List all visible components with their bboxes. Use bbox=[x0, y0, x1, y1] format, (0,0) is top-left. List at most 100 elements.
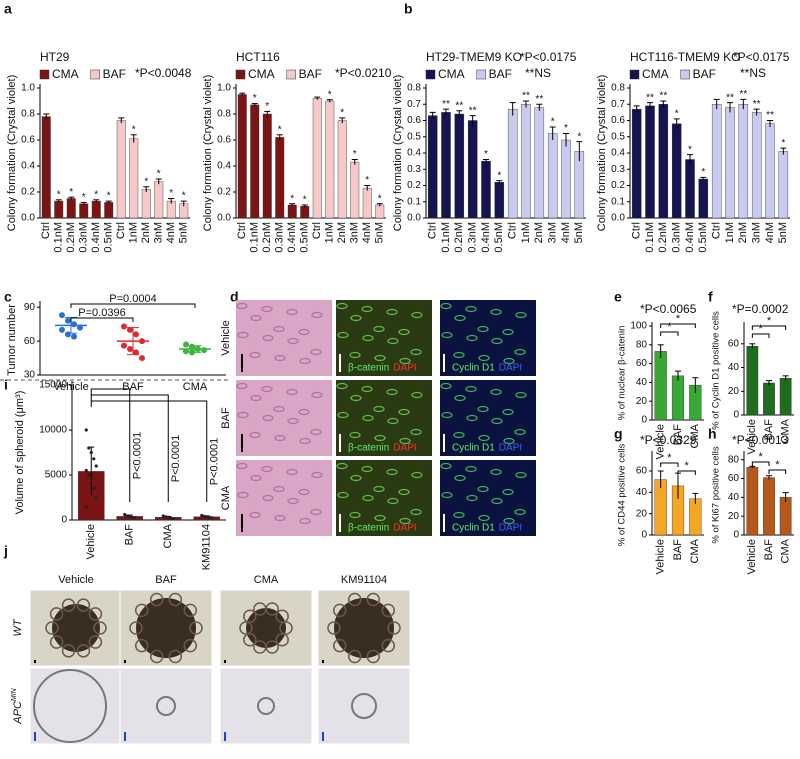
chart-title: HCT116-TMEM9 KO bbox=[630, 50, 740, 64]
tissue-texture bbox=[374, 434, 386, 442]
tissue-texture bbox=[273, 325, 285, 333]
bar bbox=[154, 181, 164, 219]
tissue-texture bbox=[466, 334, 478, 342]
bar bbox=[685, 159, 695, 219]
y-tick-label: 20 bbox=[636, 396, 648, 407]
x-tick-label: 0.4nM bbox=[684, 222, 696, 253]
tissue-texture bbox=[466, 494, 478, 502]
significance: * bbox=[132, 124, 136, 135]
bar bbox=[654, 351, 667, 421]
tissue-texture bbox=[237, 331, 249, 339]
panel-letter: g bbox=[614, 426, 623, 442]
x-tick-label: Vehicle bbox=[746, 419, 758, 454]
y-tick-label: 0.1 bbox=[611, 196, 625, 207]
legend-label: BAF bbox=[489, 67, 512, 81]
organoid-bud bbox=[183, 603, 198, 618]
bar bbox=[79, 203, 89, 219]
tissue-texture bbox=[336, 382, 348, 390]
tissue-texture bbox=[337, 491, 349, 499]
y-tick-label: 60 bbox=[728, 473, 740, 484]
x-tick-label: 3nM bbox=[153, 222, 165, 243]
bar bbox=[250, 104, 260, 219]
data-point bbox=[210, 516, 214, 520]
y-axis-label: Colony formation (Crystal violet) bbox=[392, 75, 404, 232]
organoid-bud bbox=[76, 644, 91, 658]
data-point bbox=[123, 513, 127, 517]
organoid-bud bbox=[149, 649, 164, 664]
significance: ** bbox=[766, 110, 774, 121]
x-tick-label: 4nM bbox=[165, 222, 177, 243]
tissue-texture bbox=[454, 394, 466, 402]
tissue-texture bbox=[411, 391, 423, 399]
x-tick-label: CMA bbox=[183, 381, 208, 393]
x-tick-label: BAF bbox=[122, 381, 144, 393]
chart-title: HCT116 bbox=[236, 50, 280, 64]
data-point bbox=[71, 321, 77, 328]
y-tick-label: 1.0 bbox=[217, 83, 231, 94]
spheroid bbox=[351, 693, 377, 719]
y-tick-label: 100 bbox=[630, 321, 647, 332]
x-tick-label: Vehicle bbox=[655, 424, 667, 459]
micrograph bbox=[236, 380, 332, 456]
x-tick-label: 1nM bbox=[324, 222, 336, 243]
x-tick-label: 0.4nM bbox=[286, 222, 298, 253]
y-tick-label: 30 bbox=[24, 370, 36, 381]
significance: * bbox=[378, 193, 382, 204]
tissue-texture bbox=[440, 462, 452, 470]
tissue-texture bbox=[361, 305, 373, 313]
tissue-texture bbox=[410, 508, 422, 516]
organoid-bud bbox=[332, 603, 347, 618]
tissue-texture bbox=[273, 405, 285, 413]
data-point bbox=[200, 513, 204, 518]
significance: * bbox=[94, 189, 98, 200]
organoid-bud bbox=[88, 635, 103, 649]
tissue-texture bbox=[337, 411, 349, 419]
organoid bbox=[52, 604, 100, 652]
bar bbox=[746, 467, 759, 536]
panel-letter: e bbox=[614, 289, 622, 305]
tissue-texture bbox=[349, 351, 361, 359]
y-tick-label: 0.5 bbox=[407, 131, 421, 142]
tissue-texture bbox=[399, 357, 411, 365]
x-tick-label: KM91104 bbox=[201, 524, 213, 570]
tissue-texture bbox=[298, 408, 310, 416]
bar bbox=[262, 113, 272, 219]
y-axis-label: Colony formation (Crystal violet) bbox=[596, 75, 608, 232]
tissue-texture bbox=[298, 488, 310, 496]
significance: * bbox=[169, 188, 173, 199]
significance: ** bbox=[522, 91, 530, 102]
tissue-texture bbox=[398, 488, 410, 496]
organoid-bud bbox=[183, 638, 198, 653]
bar bbox=[41, 116, 51, 219]
tissue-texture bbox=[237, 491, 249, 499]
x-tick-label: 0.1nM bbox=[644, 222, 656, 253]
annotation: *P<0.0175 bbox=[733, 50, 790, 64]
panel-letter: i bbox=[4, 377, 8, 393]
tissue-texture bbox=[287, 497, 299, 505]
data-point bbox=[89, 450, 93, 455]
y-tick-label: 0.0 bbox=[407, 213, 421, 224]
x-tick-label: 0.3nM bbox=[467, 222, 479, 253]
micrograph bbox=[236, 460, 332, 536]
tissue-texture bbox=[478, 354, 490, 362]
tissue-texture bbox=[477, 325, 489, 333]
tissue-texture bbox=[350, 394, 362, 402]
annotation: *P<0.0329 bbox=[640, 433, 697, 447]
tissue-texture bbox=[250, 314, 262, 322]
micrograph bbox=[119, 667, 213, 745]
legend-swatch bbox=[235, 69, 246, 80]
tissue-texture bbox=[399, 517, 411, 525]
y-tick-label: 0.7 bbox=[611, 99, 625, 110]
stain-label: DAPI bbox=[393, 443, 416, 454]
legend-swatch bbox=[39, 69, 50, 80]
tissue-texture bbox=[503, 357, 515, 365]
tissue-texture bbox=[514, 428, 526, 436]
tissue-texture bbox=[262, 334, 274, 342]
x-tick-label: 1nM bbox=[724, 222, 736, 243]
x-tick-label: 5nM bbox=[178, 222, 190, 243]
tissue-texture bbox=[440, 302, 452, 310]
annotation: *P<0.0210 bbox=[335, 66, 392, 80]
tissue-texture bbox=[250, 394, 262, 402]
significance: * bbox=[82, 192, 86, 203]
